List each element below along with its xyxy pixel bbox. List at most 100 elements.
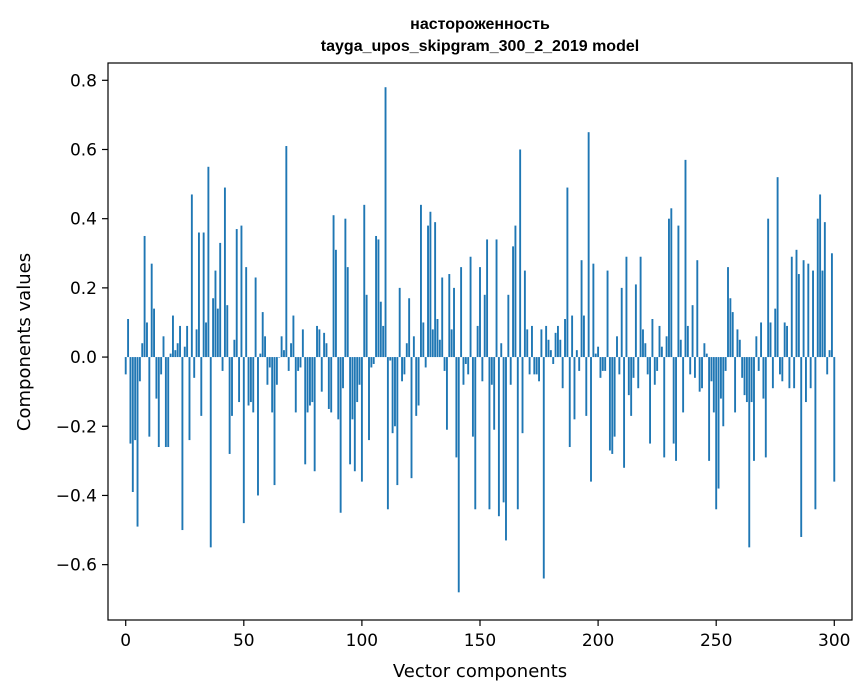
bar bbox=[675, 357, 677, 461]
bar bbox=[620, 287, 623, 358]
y-tick-label: 0.0 bbox=[70, 348, 97, 368]
bar bbox=[741, 357, 744, 378]
bar bbox=[242, 357, 245, 524]
bar bbox=[150, 263, 153, 358]
bar bbox=[545, 325, 548, 358]
bar bbox=[368, 357, 370, 441]
bar bbox=[538, 357, 540, 382]
bar bbox=[235, 229, 238, 358]
bar bbox=[566, 187, 569, 358]
bar bbox=[408, 298, 411, 358]
bar bbox=[649, 357, 651, 444]
bar bbox=[136, 357, 139, 527]
bar bbox=[760, 322, 763, 358]
bar bbox=[420, 204, 422, 358]
bar bbox=[500, 343, 503, 358]
bar bbox=[370, 357, 373, 368]
bar bbox=[800, 357, 803, 537]
bar bbox=[727, 267, 729, 358]
bar bbox=[689, 357, 692, 375]
bar bbox=[306, 357, 309, 413]
bar bbox=[526, 329, 529, 358]
y-tick-label: 0.2 bbox=[70, 279, 97, 299]
x-tick-label: 50 bbox=[233, 631, 255, 651]
bar bbox=[391, 357, 394, 434]
bar bbox=[618, 357, 621, 375]
bar bbox=[193, 357, 196, 378]
bar bbox=[181, 357, 184, 531]
bar bbox=[172, 315, 174, 358]
bar bbox=[486, 239, 489, 358]
bar bbox=[632, 357, 635, 378]
bar bbox=[814, 357, 817, 510]
bar bbox=[623, 357, 626, 468]
bar bbox=[405, 343, 408, 358]
bar bbox=[245, 267, 248, 358]
bar bbox=[481, 357, 484, 382]
bar bbox=[597, 346, 600, 358]
bar bbox=[665, 336, 668, 358]
bar bbox=[417, 357, 420, 406]
bar bbox=[590, 357, 592, 482]
bar bbox=[755, 336, 758, 358]
bar bbox=[717, 357, 720, 489]
bar bbox=[127, 319, 130, 358]
bar bbox=[334, 249, 337, 358]
bar bbox=[677, 225, 680, 358]
bar bbox=[788, 357, 791, 389]
bar bbox=[129, 357, 132, 444]
bar bbox=[339, 357, 342, 513]
bar bbox=[693, 357, 696, 378]
bar bbox=[318, 329, 321, 358]
bar bbox=[771, 357, 774, 389]
bar bbox=[805, 357, 807, 403]
bar bbox=[670, 208, 673, 358]
bar bbox=[257, 357, 259, 496]
x-axis-label: Vector components bbox=[393, 661, 567, 682]
bar bbox=[148, 357, 151, 437]
bar bbox=[682, 357, 685, 413]
bar bbox=[646, 357, 649, 375]
bar bbox=[231, 357, 233, 416]
bar bbox=[608, 357, 611, 451]
bar bbox=[757, 357, 760, 371]
bar bbox=[249, 357, 252, 403]
x-tick-label: 150 bbox=[464, 631, 496, 651]
bar bbox=[528, 357, 531, 375]
bar bbox=[616, 336, 618, 358]
bar bbox=[422, 322, 425, 358]
bar bbox=[431, 329, 434, 358]
bar bbox=[750, 357, 753, 403]
bar bbox=[507, 294, 510, 358]
bar bbox=[278, 357, 281, 358]
x-axis: 0 50 100 150 200 250 300 bbox=[120, 620, 851, 651]
bar bbox=[379, 301, 382, 358]
bar bbox=[519, 149, 522, 358]
x-tick-label: 250 bbox=[700, 631, 732, 651]
bar bbox=[457, 357, 460, 593]
bar bbox=[698, 357, 701, 392]
bar bbox=[403, 357, 406, 375]
bar bbox=[516, 357, 519, 510]
bar bbox=[613, 357, 616, 437]
bar bbox=[294, 357, 297, 413]
bar bbox=[169, 353, 172, 358]
bar bbox=[188, 357, 191, 441]
bar bbox=[736, 329, 739, 358]
bar bbox=[684, 159, 687, 358]
bar bbox=[280, 336, 283, 358]
bar bbox=[724, 357, 727, 371]
bar bbox=[382, 325, 385, 358]
bar bbox=[273, 357, 276, 486]
bar bbox=[453, 287, 455, 358]
bar bbox=[448, 274, 451, 358]
y-axis: −0.6 −0.4 −0.2 0.0 0.2 0.4 0.6 0.8 bbox=[56, 71, 108, 576]
bar bbox=[214, 270, 217, 358]
bar bbox=[502, 357, 505, 503]
bar bbox=[722, 357, 725, 427]
bar bbox=[167, 357, 170, 448]
bar bbox=[668, 218, 670, 358]
bar bbox=[705, 353, 708, 358]
bar bbox=[743, 357, 746, 396]
bar bbox=[483, 294, 486, 358]
